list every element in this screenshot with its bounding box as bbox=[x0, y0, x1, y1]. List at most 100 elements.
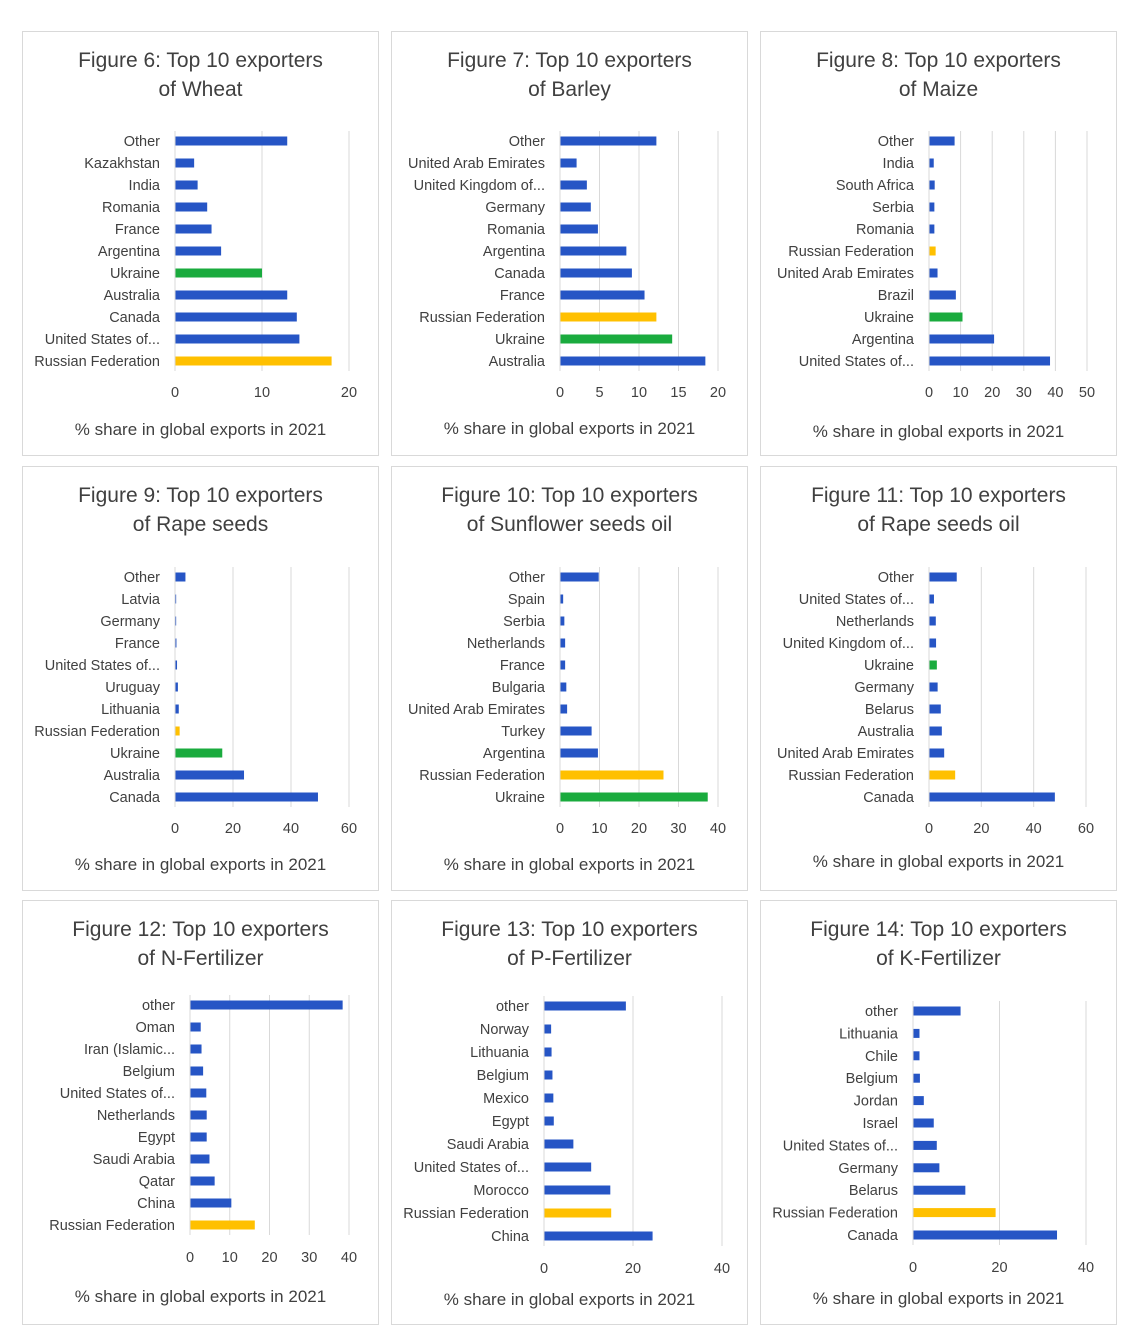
category-label: Egypt bbox=[138, 1130, 175, 1146]
chart-title: Figure 12: Top 10 exporters of N-Fertiliz… bbox=[23, 915, 378, 973]
category-label: Qatar bbox=[139, 1174, 175, 1190]
chart-title: Figure 14: Top 10 exporters of K-Fertiliz… bbox=[761, 915, 1116, 973]
bar-russian-federation bbox=[190, 1220, 255, 1230]
category-label: United States of... bbox=[45, 658, 160, 674]
category-label: Argentina bbox=[852, 332, 915, 348]
category-label: United Arab Emirates bbox=[777, 746, 914, 762]
bar-ukraine bbox=[929, 312, 963, 322]
chart-plot: Other Spain Serbia Netherlands France Bulgari… bbox=[408, 567, 726, 837]
chart-title-line1: Figure 14: Top 10 exporters bbox=[810, 918, 1067, 941]
bar-germany bbox=[560, 202, 591, 212]
x-tick-label: 40 bbox=[1078, 1260, 1094, 1276]
bar-lithuania bbox=[175, 704, 179, 714]
category-label: Canada bbox=[863, 790, 915, 806]
category-label: United Arab Emirates bbox=[777, 266, 914, 282]
category-label: Other bbox=[124, 570, 160, 586]
chart-title-line1: Figure 11: Top 10 exporters bbox=[811, 484, 1066, 507]
bar-united-arab-emirates bbox=[560, 158, 577, 168]
chart-title-line2: of Sunflower seeds oil bbox=[466, 513, 673, 536]
x-tick-label: 0 bbox=[556, 821, 564, 837]
x-tick-label: 60 bbox=[341, 821, 357, 837]
bar-united-states-of bbox=[190, 1088, 207, 1098]
category-label: Argentina bbox=[98, 244, 161, 260]
bar-belarus bbox=[913, 1185, 966, 1195]
bar-russian-federation bbox=[560, 770, 664, 780]
x-tick-label: 30 bbox=[301, 1250, 317, 1266]
category-label: Egypt bbox=[492, 1114, 529, 1130]
bar-united-arab-emirates bbox=[929, 268, 938, 278]
category-label: Norway bbox=[480, 1022, 530, 1038]
bar-russian-federation bbox=[913, 1208, 996, 1218]
bar-kazakhstan bbox=[175, 158, 195, 168]
category-label: Russian Federation bbox=[419, 768, 545, 784]
bar-australia bbox=[929, 726, 942, 736]
bar-other bbox=[929, 572, 957, 582]
category-label: Argentina bbox=[483, 244, 546, 260]
x-tick-label: 10 bbox=[254, 385, 270, 401]
bar-other bbox=[190, 1000, 343, 1010]
category-label: Other bbox=[878, 570, 914, 586]
chart-title-line2: of K-Fertilizer bbox=[876, 947, 1001, 970]
category-label: United States of... bbox=[783, 1138, 898, 1154]
chart-title-line1: Figure 8: Top 10 exporters bbox=[816, 49, 1061, 72]
x-tick-label: 20 bbox=[710, 385, 726, 401]
category-label: Spain bbox=[508, 592, 545, 608]
category-label: Ukraine bbox=[495, 790, 545, 806]
category-label: Russian Federation bbox=[34, 724, 160, 740]
bar-jordan bbox=[913, 1096, 924, 1106]
category-label: Serbia bbox=[872, 200, 915, 216]
category-label: Ukraine bbox=[495, 332, 545, 348]
bar-romania bbox=[175, 202, 208, 212]
x-tick-label: 20 bbox=[631, 821, 647, 837]
bar-iran-islamic bbox=[190, 1044, 202, 1054]
category-label: Russian Federation bbox=[772, 1206, 898, 1222]
bar-uruguay bbox=[175, 682, 178, 692]
category-label: France bbox=[115, 636, 160, 652]
bar-ukraine bbox=[175, 748, 223, 758]
bar-other bbox=[544, 1001, 626, 1011]
chart-title-line1: Figure 7: Top 10 exporters bbox=[447, 49, 692, 72]
bar-netherlands bbox=[190, 1110, 207, 1120]
chart-title: Figure 13: Top 10 exporters of P-Fertiliz… bbox=[392, 915, 747, 973]
bar-spain bbox=[560, 594, 564, 604]
category-label: Lithuania bbox=[839, 1026, 899, 1042]
category-label: United Arab Emirates bbox=[408, 156, 545, 172]
figure-12-panel: Figure 12: Top 10 exporters of N-Fertiliz… bbox=[22, 900, 379, 1325]
category-label: Russian Federation bbox=[788, 244, 914, 260]
bar-latvia bbox=[175, 594, 177, 604]
category-label: Saudi Arabia bbox=[447, 1137, 530, 1153]
category-label: United Arab Emirates bbox=[408, 702, 545, 718]
bar-chile bbox=[913, 1051, 920, 1061]
x-tick-label: 40 bbox=[283, 821, 299, 837]
x-tick-label: 0 bbox=[186, 1250, 194, 1266]
x-tick-label: 0 bbox=[540, 1261, 548, 1277]
x-axis-label: % share in global exports in 2021 bbox=[74, 420, 327, 439]
category-label: Australia bbox=[104, 288, 161, 304]
category-label: India bbox=[129, 178, 161, 194]
category-label: United States of... bbox=[414, 1160, 529, 1176]
x-tick-label: 20 bbox=[225, 821, 241, 837]
bar-united-kingdom-of bbox=[929, 638, 937, 648]
category-label: Canada bbox=[494, 266, 546, 282]
category-label: Russian Federation bbox=[419, 310, 545, 326]
chart-title: Figure 7: Top 10 exporters of Barley bbox=[392, 46, 747, 104]
category-label: Bulgaria bbox=[492, 680, 546, 696]
chart-title-line1: Figure 12: Top 10 exporters bbox=[72, 918, 329, 941]
chart-title-line2: of P-Fertilizer bbox=[507, 947, 632, 970]
figure-14-panel: Figure 14: Top 10 exporters of K-Fertiliz… bbox=[760, 900, 1117, 1325]
x-axis-label: % share in global exports in 2021 bbox=[812, 852, 1065, 871]
bar-canada bbox=[560, 268, 632, 278]
category-label: other bbox=[865, 1004, 898, 1020]
category-label: Chile bbox=[865, 1049, 898, 1065]
category-label: Mexico bbox=[483, 1091, 529, 1107]
category-label: United States of... bbox=[45, 332, 160, 348]
x-tick-label: 15 bbox=[670, 385, 686, 401]
category-label: Romania bbox=[102, 200, 161, 216]
x-axis-label: % share in global exports in 2021 bbox=[812, 422, 1065, 441]
category-label: Romania bbox=[856, 222, 915, 238]
bar-russian-federation bbox=[175, 356, 332, 366]
category-label: Germany bbox=[854, 680, 914, 696]
figure-9-panel: Figure 9: Top 10 exporters of Rape seeds … bbox=[22, 466, 379, 891]
figure-11-panel: Figure 11: Top 10 exporters of Rape seeds… bbox=[760, 466, 1117, 891]
x-tick-label: 40 bbox=[1047, 385, 1063, 401]
